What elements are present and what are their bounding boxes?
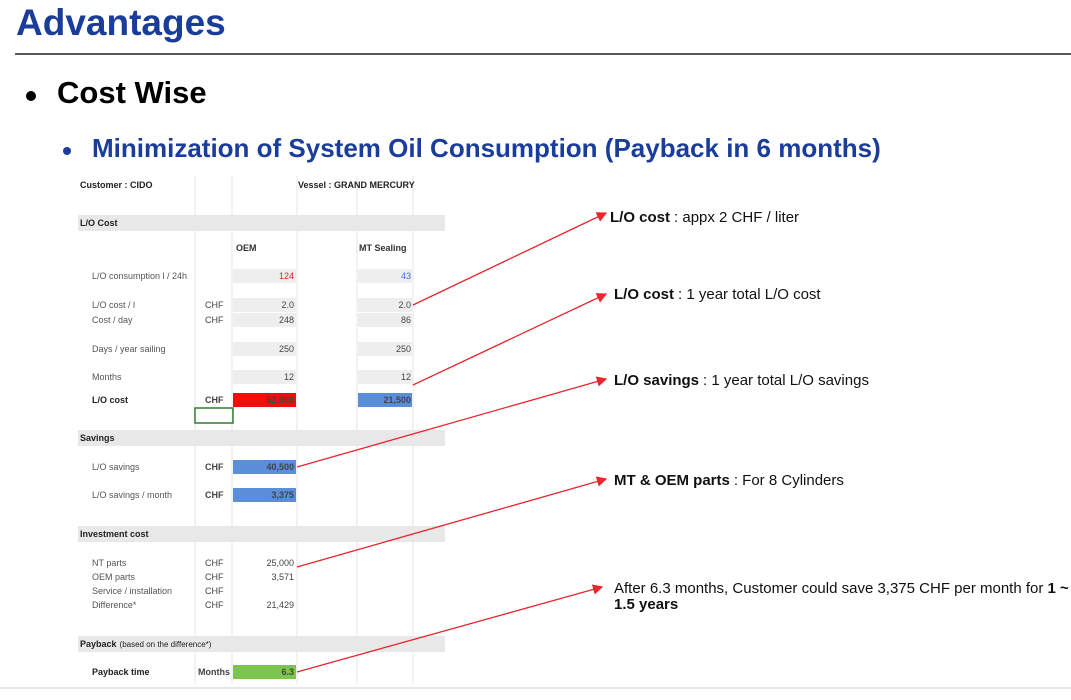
cell-bg xyxy=(233,313,296,327)
bullet-text: Cost Wise xyxy=(57,75,207,110)
oem-value: 25,000 xyxy=(266,558,294,568)
section-band xyxy=(78,430,445,446)
note: (based on the difference*) xyxy=(119,640,212,649)
unit: CHF xyxy=(205,558,224,568)
arrow xyxy=(412,293,608,386)
bullet xyxy=(26,91,36,101)
mt-value: 86 xyxy=(400,315,411,325)
callout-text: : 1 year total L/O cost xyxy=(678,286,821,303)
cell-bg xyxy=(233,460,296,474)
row-label: Days / year sailing xyxy=(92,344,166,354)
mt-value: MT Sealing xyxy=(359,243,407,253)
oem-value: 6.3 xyxy=(281,667,294,677)
unit: CHF xyxy=(205,315,224,325)
unit: CHF xyxy=(205,300,224,310)
callout-text: : 1 year total L/O savings xyxy=(703,372,869,389)
cell-bg xyxy=(233,342,296,356)
row-label: Savings xyxy=(80,433,115,443)
oem-value: 21,429 xyxy=(266,600,294,610)
cell-bg xyxy=(233,370,296,384)
unit: CHF xyxy=(205,490,224,500)
row-label: L/O cost xyxy=(92,395,129,405)
oem-value: 248 xyxy=(278,315,294,325)
row-label: L/O consumption l / 24h xyxy=(92,271,188,281)
arrow xyxy=(296,376,608,468)
oem-value: 2.0 xyxy=(281,300,294,310)
mt-value: 2.0 xyxy=(398,300,411,310)
cell-bg xyxy=(233,269,296,283)
row-label: Service / installation xyxy=(92,586,173,596)
slide-title: Advantages xyxy=(16,2,226,43)
cell-bg xyxy=(358,342,412,356)
mt-value: 12 xyxy=(400,372,411,382)
oem-value: 124 xyxy=(278,271,294,281)
callout-text: : appx 2 CHF / liter xyxy=(674,209,800,226)
row-label: L/O savings xyxy=(92,462,140,472)
callout-text: After 6.3 months, Customer could save 3,… xyxy=(614,580,1044,597)
cell-bg xyxy=(233,488,296,502)
callout-text: : For 8 Cylinders xyxy=(733,472,844,489)
row-label: Difference* xyxy=(92,600,137,610)
unit: CHF xyxy=(205,600,224,610)
callout-bold: L/O savings xyxy=(614,372,700,389)
row-label: Payback time xyxy=(92,667,150,677)
arrow xyxy=(412,212,608,306)
callout-bold: L/O cost xyxy=(610,209,671,226)
callout: After 6.3 months, Customer could save 3,… xyxy=(614,581,1069,613)
row-label: L/O savings / month xyxy=(92,490,173,500)
callout-bold: L/O cost xyxy=(614,286,675,303)
bullet-text: Minimization of System Oil Consumption (… xyxy=(92,133,881,163)
row-label: Investment cost xyxy=(80,529,149,539)
cell-bg xyxy=(233,298,296,312)
row-label: OEM parts xyxy=(92,572,136,582)
oem-value: 12 xyxy=(283,372,294,382)
row-label: L/O Cost xyxy=(80,218,118,228)
section-band xyxy=(78,636,445,652)
arrow xyxy=(296,476,608,568)
cell-bg xyxy=(233,665,296,679)
row-label: Months xyxy=(92,372,122,382)
callout: MT & OEM parts: For 8 Cylinders xyxy=(614,472,844,489)
section-band xyxy=(78,526,445,542)
mt-value: 21,500 xyxy=(383,395,411,405)
selected-cell xyxy=(194,407,234,424)
section-band xyxy=(78,215,445,231)
row-label: NT parts xyxy=(92,558,127,568)
oem-value: 40,500 xyxy=(266,462,294,472)
mt-value: 250 xyxy=(395,344,411,354)
unit: CHF xyxy=(205,586,224,596)
unit: CHF xyxy=(205,462,224,472)
oem-value: 62,000 xyxy=(266,395,294,405)
unit: CHF xyxy=(205,572,224,582)
cell-bg xyxy=(358,393,412,407)
unit: Months xyxy=(198,667,230,677)
row-label: Customer : CIDO xyxy=(80,180,153,190)
callout: L/O savings: 1 year total L/O savings xyxy=(614,372,869,389)
row-label: Payback (based on the difference*) xyxy=(80,639,212,649)
callout: L/O cost: appx 2 CHF / liter xyxy=(610,209,799,226)
cell-bg xyxy=(233,393,296,407)
cell-bg xyxy=(358,313,412,327)
row-label: Cost / day xyxy=(92,315,133,325)
unit: CHF xyxy=(205,395,224,405)
callout: L/O cost: 1 year total L/O cost xyxy=(614,286,821,303)
cell-bg xyxy=(358,298,412,312)
bullet xyxy=(63,147,71,155)
callout-bold: 1 ~ 1.5 years xyxy=(614,580,1069,613)
oem-value: 3,571 xyxy=(271,572,294,582)
oem-value: 250 xyxy=(278,344,294,354)
oem-value: OEM xyxy=(236,243,257,253)
callout-bold: MT & OEM parts xyxy=(614,472,730,489)
vessel: Vessel : GRAND MERCURY xyxy=(298,180,415,190)
cell-bg xyxy=(358,269,412,283)
row-label: L/O cost / l xyxy=(92,300,136,310)
cell-bg xyxy=(358,370,412,384)
oem-value: 3,375 xyxy=(271,490,294,500)
arrow xyxy=(296,584,604,673)
mt-value: 43 xyxy=(400,271,411,281)
